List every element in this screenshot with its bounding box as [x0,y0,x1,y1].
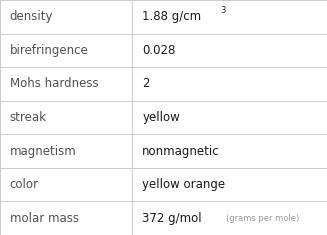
Text: 2: 2 [142,77,150,90]
Text: Mohs hardness: Mohs hardness [10,77,98,90]
Text: yellow orange: yellow orange [142,178,225,191]
Text: nonmagnetic: nonmagnetic [142,145,220,158]
Text: birefringence: birefringence [10,44,89,57]
Text: yellow: yellow [142,111,180,124]
Text: (grams per mole): (grams per mole) [226,214,299,223]
Text: molar mass: molar mass [10,212,79,225]
Text: color: color [10,178,39,191]
Text: 3: 3 [220,6,226,15]
Text: density: density [10,10,53,23]
Text: 0.028: 0.028 [142,44,176,57]
Text: streak: streak [10,111,47,124]
Text: magnetism: magnetism [10,145,77,158]
Text: 1.88 g/cm: 1.88 g/cm [142,10,201,23]
Text: 372 g/mol: 372 g/mol [142,212,202,225]
